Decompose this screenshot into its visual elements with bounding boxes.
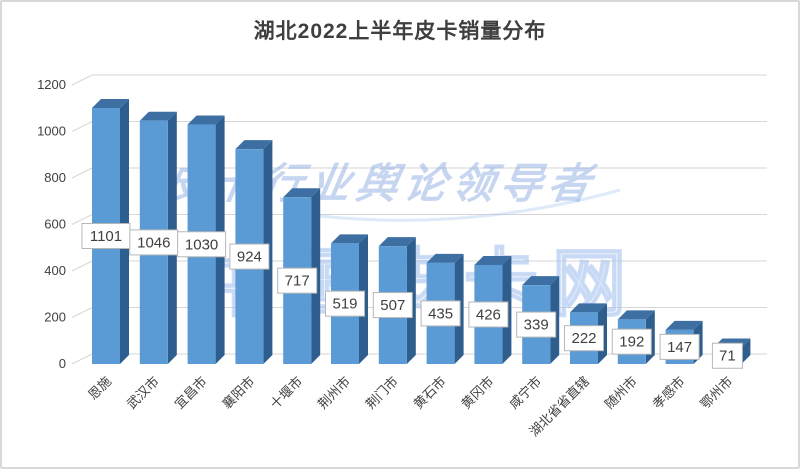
data-label-value: 192: [619, 334, 644, 351]
data-label: 71: [711, 342, 743, 369]
data-label: 519: [325, 290, 365, 317]
y-axis-tick-label: 1200: [37, 77, 66, 92]
data-label-value: 519: [332, 296, 357, 313]
x-axis-category-label: 咸宁市: [506, 374, 544, 412]
data-label: 507: [372, 292, 413, 319]
bar-top-face: [187, 115, 225, 125]
data-label-value: 339: [524, 317, 549, 334]
data-label-value: 147: [667, 339, 692, 356]
bar-top-face: [570, 303, 607, 313]
data-label-box: [177, 231, 227, 258]
data-label-value: 507: [380, 297, 405, 314]
data-label: 222: [564, 325, 604, 352]
x-axis-category-label: 十堰市: [267, 374, 305, 412]
x-axis-category-label: 黄石市: [411, 374, 449, 412]
bar-top-face: [474, 255, 512, 265]
x-axis-category-label: 荆门市: [363, 374, 401, 412]
bar-top-face: [522, 276, 560, 286]
data-label-value: 435: [428, 305, 453, 322]
data-label-value: 426: [476, 306, 501, 323]
bar-top-face: [617, 310, 655, 320]
x-axis-category-label: 黄冈市: [458, 374, 496, 412]
y-axis-tick-label: 1000: [37, 124, 66, 139]
data-label-value: 924: [237, 249, 262, 266]
data-label: 717: [277, 267, 318, 294]
data-label-value: 222: [571, 330, 596, 347]
x-axis-category-label: 孝感市: [650, 374, 688, 412]
gridline: [71, 74, 767, 86]
x-axis-category-label: 鄂州市: [697, 374, 735, 412]
data-label-value: 71: [719, 348, 736, 365]
x-axis-category-label: 荆州市: [315, 374, 353, 412]
data-label: 192: [611, 328, 652, 355]
x-axis-category-label: 宜昌市: [172, 374, 210, 412]
data-label-box: [516, 311, 557, 338]
bar-top-face: [92, 99, 129, 109]
y-axis-tick-label: 400: [44, 263, 66, 278]
bar-top-face: [235, 140, 273, 150]
data-label-box: [325, 290, 365, 317]
data-label-box: [420, 300, 461, 327]
data-label-value: 1046: [137, 234, 170, 251]
x-axis-category-label: 恩施: [85, 374, 114, 403]
data-label: 1046: [129, 229, 179, 256]
data-label-box: [659, 333, 700, 360]
data-label-value: 717: [285, 273, 310, 290]
y-axis-tick-label: 800: [44, 170, 66, 185]
data-label-box: [277, 267, 318, 294]
data-label-box: [468, 301, 509, 328]
bar-top-face: [426, 253, 464, 263]
chart-title: 湖北2022上半年皮卡销量分布: [253, 20, 547, 43]
bar-top-face: [665, 320, 703, 330]
data-label-box: [711, 342, 743, 369]
data-label: 426: [468, 301, 509, 328]
bar-top-face: [283, 188, 321, 198]
data-label: 924: [229, 243, 270, 270]
data-label-value: 1030: [185, 236, 218, 253]
data-label-box: [611, 328, 652, 355]
bar-top-face: [378, 237, 416, 247]
data-label-box: [372, 292, 413, 319]
data-label-value: 1101: [90, 228, 122, 245]
x-axis-category-label: 襄阳市: [219, 374, 257, 412]
bar-top-face: [139, 111, 177, 121]
y-axis-tick-label: 200: [44, 310, 66, 325]
bar-side-face: [741, 338, 751, 364]
data-label: 435: [420, 300, 461, 327]
data-label: 1030: [177, 231, 227, 258]
y-axis-tick-label: 600: [44, 217, 66, 232]
data-label: 147: [659, 333, 700, 360]
data-label-box: [229, 243, 270, 270]
x-axis-category-label: 随州市: [602, 374, 640, 412]
bar-top-face: [331, 234, 368, 244]
data-label-box: [81, 223, 131, 250]
data-label: 1101: [81, 223, 131, 250]
data-label: 339: [516, 311, 557, 338]
data-label-box: [564, 325, 604, 352]
y-axis-tick-label: 0: [59, 356, 66, 371]
data-label-box: [129, 229, 179, 256]
x-axis-category-label: 武汉市: [124, 374, 162, 412]
